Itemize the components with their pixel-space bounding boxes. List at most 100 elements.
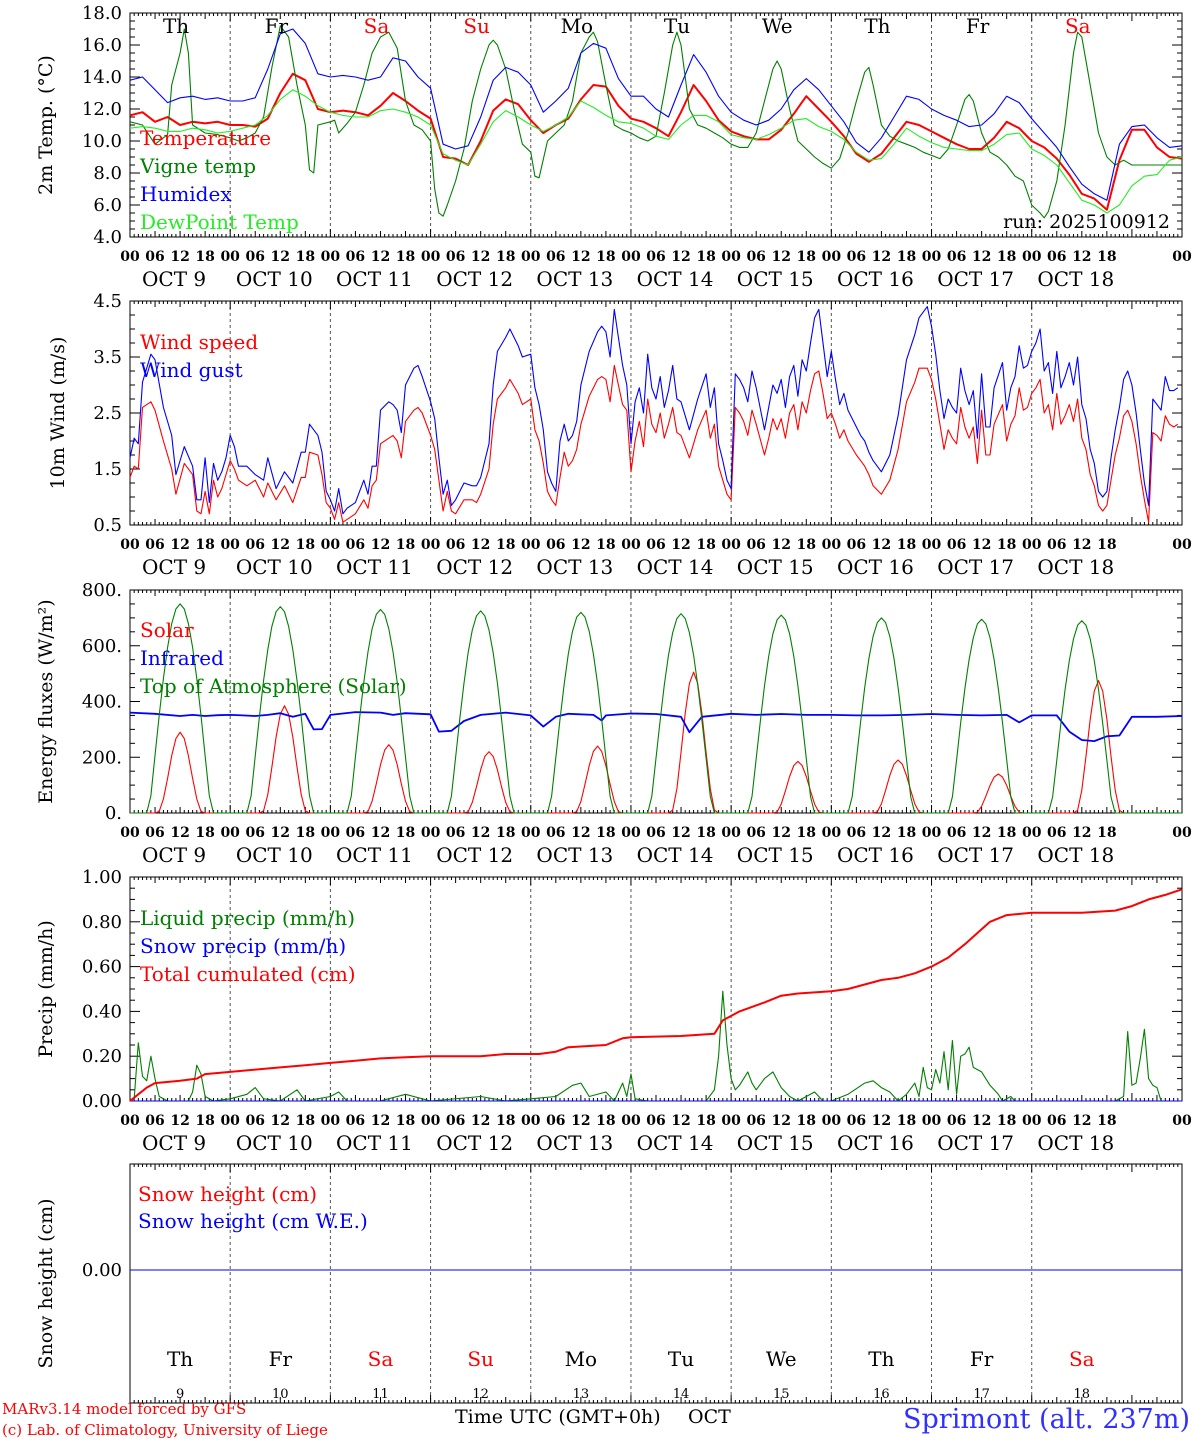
snow-panel: 0.00 Snow height (cm) Snow height (cm) Snow… [35,1163,1183,1404]
weekday-label-top: Fr [265,14,289,38]
precip-y-tick-label: 0.60 [82,957,122,978]
temp-y-tick-label: 18.0 [82,3,122,24]
wind-y-tick-label: 3.5 [93,347,122,368]
precip-hour-label: 06 [145,1113,164,1129]
precip-hour-label: 18 [596,1113,615,1129]
weekday-label-top: Th [163,14,189,38]
temp-frame [129,12,1183,238]
day-number-label: 12 [472,1387,489,1402]
weekday-label-bottom: Fr [269,1347,293,1371]
temp-legend-item: Temperature [140,126,271,150]
temp-hour-label: 00 [321,249,341,265]
weekday-label-bottom: Sa [1069,1347,1095,1371]
wind-hour-label: 00 [120,537,140,553]
day-number-label: 13 [573,1387,590,1402]
footer-model-credit: MARv3.14 model forced by GFS [2,1400,246,1418]
flux-hour-label: 00 [220,825,240,841]
flux-hour-label: 18 [797,825,816,841]
weekday-label-bottom: Th [167,1347,193,1371]
precip-hour-label: 12 [571,1113,590,1129]
flux-legend-item: Infrared [140,646,224,670]
precip-hour-label: 06 [346,1113,365,1129]
precip-series-total-cumulated-cm [129,888,1183,1102]
temp-date-label: OCT 10 [236,267,313,291]
temp-hour-label: 06 [446,249,465,265]
temp-y-tick-label: 14.0 [82,67,122,88]
wind-hour-label: 18 [797,537,816,553]
precip-hour-label: 12 [1072,1113,1091,1129]
flux-hour-label: 00 [922,825,942,841]
wind-hour-label: 00 [1022,537,1042,553]
wind-date-label: OCT 12 [436,555,513,579]
temp-y-tick-label: 16.0 [82,35,122,56]
flux-hour-label: 12 [371,825,390,841]
temp-hour-label: 18 [296,249,315,265]
temp-hour-label: 12 [671,249,690,265]
flux-y-tick-label: 400. [82,692,122,713]
wind-y-tick-label: 0.5 [93,515,122,536]
precip-y-axis-title: Precip (mm/h) [35,920,57,1058]
precip-date-label: OCT 13 [536,1131,613,1155]
energy-flux-panel: 0. 200. 400. 600. 800. Energy fluxes (W/m²) So… [35,580,1192,867]
flux-hour-label: 18 [997,825,1016,841]
snow-legend-item: Snow height (cm W.E.) [138,1209,368,1233]
precip-hour-label: 06 [546,1113,565,1129]
temp-y-axis-title: 2m Temp. (°C) [35,55,57,195]
flux-hour-label: 12 [471,825,490,841]
flux-date-label: OCT 11 [336,843,413,867]
temp-hour-label: 06 [145,249,164,265]
precip-date-label: OCT 12 [436,1131,513,1155]
wind-y-axis-title: 10m Wind (m/s) [47,337,69,490]
flux-date-label: OCT 9 [142,843,206,867]
precip-hour-label: 12 [170,1113,189,1129]
temp-hour-label: 06 [1047,249,1066,265]
flux-hour-label: 06 [346,825,365,841]
temp-date-label: OCT 13 [536,267,613,291]
wind-hour-label: 18 [396,537,415,553]
flux-legend-item: Top of Atmosphere (Solar) [140,674,407,698]
flux-date-label: OCT 14 [637,843,714,867]
wind-date-label: OCT 13 [536,555,613,579]
temp-hour-label: 12 [271,249,290,265]
temp-date-label: OCT 9 [142,267,206,291]
weekday-label-top: Mo [561,14,594,38]
temp-hour-label: 18 [396,249,415,265]
day-number-label: 14 [673,1387,690,1402]
wind-date-label: OCT 16 [837,555,914,579]
wind-hour-label: 18 [195,537,214,553]
flux-date-label: OCT 17 [937,843,1014,867]
precip-hour-label: 12 [271,1113,290,1129]
temp-hour-label: 00 [521,249,541,265]
wind-hour-label: 12 [271,537,290,553]
temp-hour-label: 00 [421,249,441,265]
time-axis-label: Time UTC (GMT+0h) [455,1406,661,1428]
wind-date-label: OCT 10 [236,555,313,579]
temp-hour-label: 06 [947,249,966,265]
flux-y-tick-label: 600. [82,636,122,657]
precip-hour-label: 00 [120,1113,140,1129]
weekday-label-top: Th [864,14,890,38]
precip-hour-label: 00 [922,1113,942,1129]
weekday-label-bottom: We [766,1347,797,1371]
snow-legend-item: Snow height (cm) [138,1182,317,1206]
weekday-label-top: Sa [1065,14,1091,38]
weekday-label-bottom: Th [868,1347,894,1371]
precip-hour-label: 06 [847,1113,866,1129]
flux-hour-label: 06 [245,825,264,841]
wind-hour-label: 12 [471,537,490,553]
flux-hour-label: 00 [1172,825,1192,841]
wind-series-wind-gust [129,306,1179,515]
wind-hour-label: 18 [897,537,916,553]
temp-y-tick-label: 6.0 [93,195,122,216]
weekday-label-top: We [762,14,793,38]
precip-legend-item: Total cumulated (cm) [140,962,356,986]
wind-hour-label: 06 [145,537,164,553]
precip-hour-label: 12 [771,1113,790,1129]
precip-hour-label: 12 [671,1113,690,1129]
precip-hour-label: 18 [997,1113,1016,1129]
wind-hour-label: 00 [421,537,441,553]
wind-hour-label: 12 [371,537,390,553]
wind-hour-label: 00 [220,537,240,553]
wind-series-wind-speed [129,364,1179,523]
